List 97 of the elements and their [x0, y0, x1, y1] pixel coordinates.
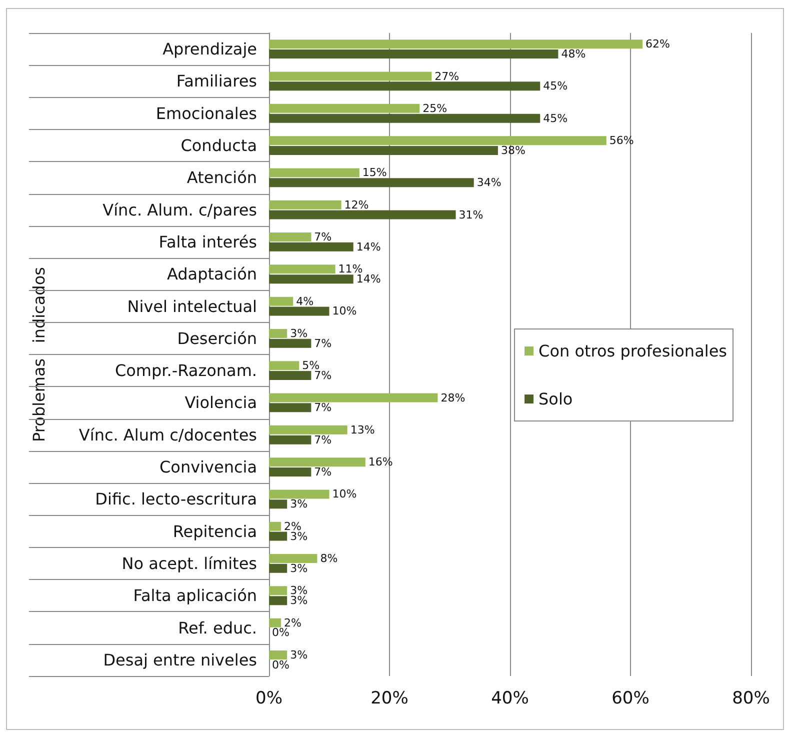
bar: [269, 338, 312, 348]
data-label: 16%: [368, 456, 393, 469]
bar: [269, 650, 288, 660]
bar: [269, 554, 318, 564]
y-tick-label: Aprendizaje: [162, 40, 257, 59]
y-tick-label: Dific. lecto-escritura: [95, 490, 257, 509]
y-tick-label: Conducta: [180, 136, 257, 156]
data-label: 13%: [350, 423, 375, 436]
data-label: 7%: [314, 465, 332, 478]
data-label: 12%: [344, 198, 369, 212]
legend-label: Solo: [538, 390, 573, 408]
bar: [269, 232, 312, 242]
bar: [269, 210, 456, 220]
data-label: 7%: [314, 230, 332, 244]
bar: [269, 82, 540, 91]
bar: [269, 296, 294, 306]
data-label: 34%: [476, 176, 502, 190]
y-tick-label: Compr.-Razonam.: [114, 361, 257, 380]
data-label: 3%: [290, 648, 308, 662]
bar: [269, 522, 282, 531]
data-label: 45%: [543, 112, 568, 125]
data-label: 7%: [314, 433, 332, 446]
bar: [269, 393, 438, 402]
bar: [269, 200, 342, 210]
y-tick-label: Emocionales: [156, 104, 257, 123]
bar: [269, 146, 498, 155]
data-label: 3%: [290, 594, 308, 608]
bar: [269, 458, 366, 467]
bar: [269, 72, 432, 81]
bar: [269, 136, 606, 146]
bar: [269, 490, 330, 499]
data-label: 48%: [561, 48, 586, 61]
bar: [269, 104, 420, 113]
data-label: 31%: [458, 208, 484, 222]
data-label: 7%: [314, 401, 332, 414]
data-label: 3%: [290, 498, 308, 511]
x-tick-label: 80%: [732, 688, 770, 708]
bar: [269, 467, 312, 476]
data-label: 14%: [356, 240, 381, 254]
data-label: 45%: [543, 80, 568, 93]
y-tick-label: Vínc. Alum. c/pares: [102, 200, 257, 220]
data-label: 8%: [320, 552, 338, 566]
bar: [269, 564, 288, 573]
x-tick-label: 20%: [370, 688, 408, 708]
bar: [269, 500, 288, 509]
bar: [269, 328, 288, 338]
y-tick-label: Atención: [186, 168, 257, 188]
data-label: 56%: [609, 134, 634, 148]
y-tick-label: No acept. límites: [122, 554, 257, 573]
y-tick-label: Familiares: [176, 72, 257, 91]
y-tick-label: Falta interés: [158, 232, 257, 252]
x-tick-label: 40%: [491, 688, 529, 708]
bar: [269, 532, 288, 541]
y-tick-label: Violencia: [184, 393, 257, 412]
y-tick-label: Convivencia: [159, 458, 257, 477]
bar: [269, 425, 348, 434]
x-tick-label: 60%: [612, 688, 650, 708]
bar: [269, 586, 288, 596]
bar: [269, 435, 312, 444]
y-tick-label: Desaj entre niveles: [103, 650, 257, 670]
data-label: 38%: [500, 144, 526, 157]
data-label: 25%: [422, 102, 448, 115]
bar: [269, 403, 312, 412]
bar: [269, 361, 300, 370]
bar: [269, 596, 288, 606]
y-tick-label: Vínc. Alum c/docentes: [78, 425, 257, 444]
data-label: 10%: [332, 304, 357, 318]
data-label: 0%: [272, 658, 290, 672]
bar: [269, 242, 354, 252]
y-tick-label: Repitencia: [172, 522, 257, 541]
bar: [269, 618, 282, 628]
legend-label: Con otros profesionales: [538, 342, 728, 360]
data-label: 62%: [646, 38, 670, 51]
data-label: 15%: [362, 166, 387, 180]
y-tick-label: Nivel intelectual: [127, 296, 257, 316]
data-label: 10%: [332, 488, 357, 501]
bar: [269, 50, 558, 59]
bar: [269, 178, 474, 188]
data-label: 3%: [290, 562, 308, 575]
bar: [269, 114, 540, 123]
y-tick-label: Deserción: [177, 328, 257, 348]
bar: [269, 306, 330, 316]
bar: [269, 371, 312, 380]
y-tick-label: Adaptación: [166, 264, 257, 284]
y-tick-label: Ref. educ.: [178, 618, 257, 638]
data-label: 27%: [434, 70, 460, 83]
data-label: 3%: [290, 326, 308, 340]
bar: [269, 264, 336, 274]
bar: [269, 274, 354, 284]
y-axis-title: Problemas indicados: [30, 267, 48, 442]
x-tick-label: 0%: [256, 688, 282, 708]
bar: [269, 40, 643, 49]
bar: [269, 168, 360, 178]
data-label: 4%: [296, 294, 314, 308]
data-label: 7%: [314, 336, 332, 350]
data-label: 28%: [440, 391, 466, 404]
y-tick-label: Falta aplicación: [133, 586, 257, 606]
